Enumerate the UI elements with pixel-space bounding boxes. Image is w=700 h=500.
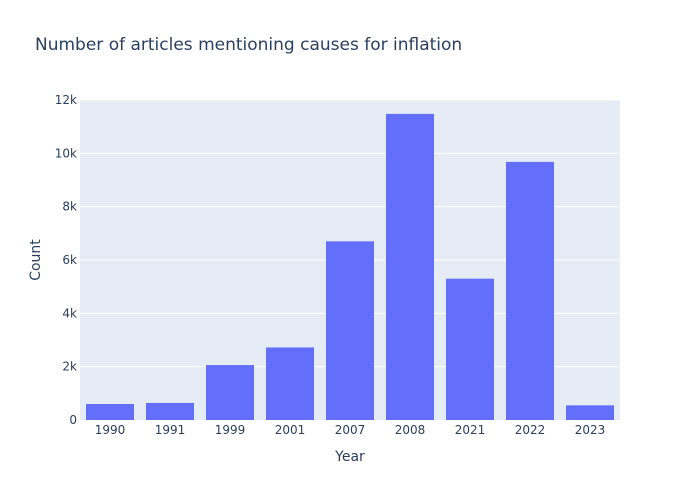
x-tick-label: 1991: [155, 423, 186, 437]
x-tick-label: 2007: [335, 423, 366, 437]
bar-2023[interactable]: [566, 405, 614, 420]
y-tick-label: 10k: [55, 146, 77, 160]
x-tick-label: 2008: [395, 423, 426, 437]
x-tick-label: 1990: [95, 423, 126, 437]
bars-group: [86, 113, 614, 420]
y-tick-label: 6k: [62, 253, 77, 267]
bar-2008[interactable]: [386, 113, 434, 420]
x-tick-label: 2021: [455, 423, 486, 437]
bar-1991[interactable]: [146, 402, 194, 420]
y-axis-title: Count: [28, 239, 44, 281]
y-tick-label: 12k: [55, 93, 77, 107]
x-axis-title: Year: [334, 449, 365, 465]
x-tick-label: 2022: [515, 423, 546, 437]
x-tick-label: 2023: [575, 423, 606, 437]
x-tick-label: 1999: [215, 423, 246, 437]
bar-1999[interactable]: [206, 365, 254, 420]
y-tick-label: 4k: [62, 306, 77, 320]
y-tick-label: 8k: [62, 200, 77, 214]
bar-2021[interactable]: [446, 278, 494, 420]
y-tick-label: 2k: [62, 360, 77, 374]
bar-2022[interactable]: [506, 161, 554, 420]
x-axis-ticks: 1990 1991 1999 2001 2007 2008 2021 2022 2023: [95, 423, 606, 437]
chart-title: Number of articles mentioning causes for…: [35, 35, 462, 55]
y-tick-label: 0: [69, 413, 77, 427]
bar-2001[interactable]: [266, 347, 314, 420]
x-tick-label: 2001: [275, 423, 306, 437]
bar-1990[interactable]: [86, 404, 134, 420]
y-axis-ticks: 0 2k 4k 6k 8k 10k 12k: [55, 93, 77, 427]
bar-2007[interactable]: [326, 241, 374, 420]
